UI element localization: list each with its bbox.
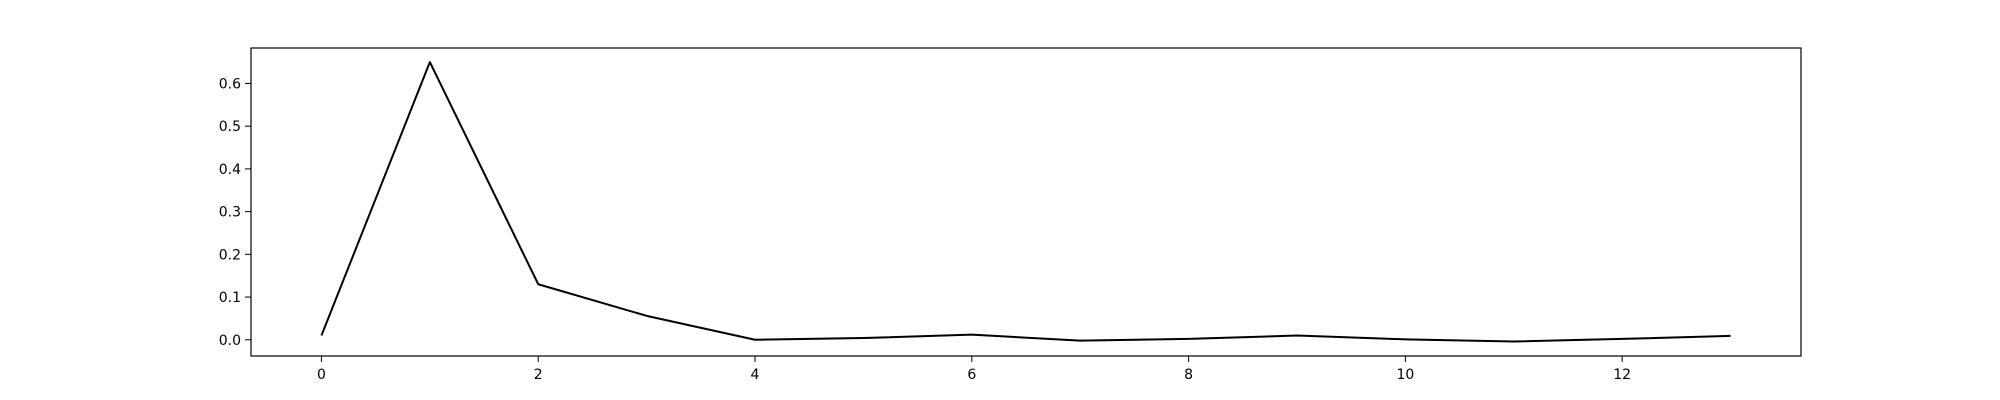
y-tick-label: 0.3: [219, 205, 241, 221]
y-tick-label: 0.0: [219, 333, 241, 349]
y-tick-label: 0.1: [219, 290, 241, 306]
x-tick-label: 12: [1613, 367, 1631, 383]
series-line: [320, 61, 1731, 343]
x-tick-label: 8: [1184, 367, 1193, 383]
x-tick-label: 2: [534, 367, 543, 383]
plot-frame: [250, 47, 1802, 357]
y-tick-label: 0.4: [219, 162, 241, 178]
y-tick-label: 0.5: [219, 119, 241, 135]
y-axis: 0.0 0.1 0.2 0.3 0.4 0.5 0.6: [219, 76, 251, 349]
x-tick-label: 10: [1396, 367, 1414, 383]
y-tick-label: 0.2: [219, 247, 241, 263]
x-tick-label: 4: [751, 367, 760, 383]
x-tick-label: 0: [317, 367, 326, 383]
y-tick-label: 0.6: [219, 76, 241, 92]
x-axis: 0 2 4 6 8 10 12: [317, 356, 1631, 383]
x-tick-label: 6: [967, 367, 976, 383]
series-layer: [320, 61, 1731, 343]
